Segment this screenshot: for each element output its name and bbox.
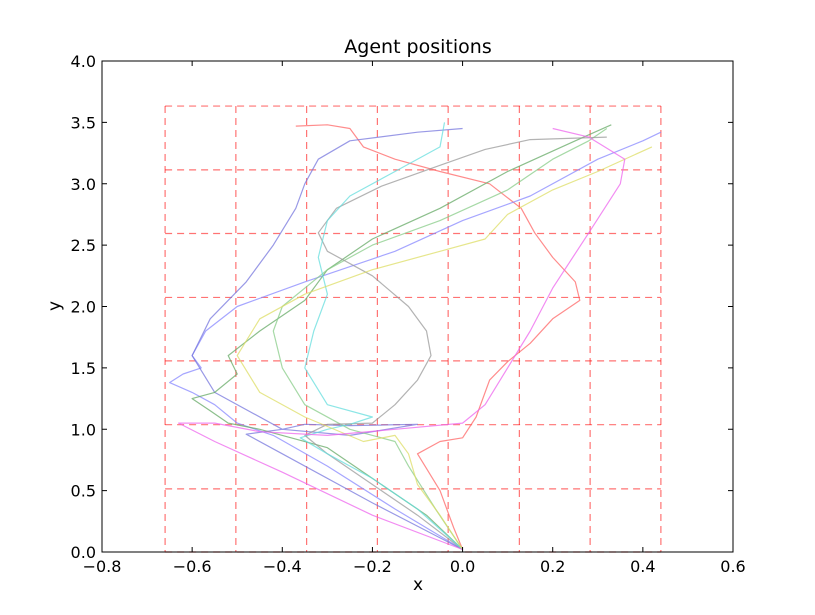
y-tick-label: 1.0	[71, 420, 96, 439]
y-tick-label: 3.0	[71, 175, 96, 194]
x-axis: −0.8 −0.6 −0.4 −0.2 0.0 0.2 0.4 0.6	[83, 61, 746, 576]
series-line-2	[169, 131, 662, 551]
y-tick-label: 1.5	[71, 359, 96, 378]
y-axis: 0.0 0.5 1.0 1.5 2.0 2.5 3.0 3.5 4.0	[71, 52, 733, 562]
x-tick-label: 0.4	[630, 557, 655, 576]
series-line-8	[236, 146, 653, 550]
series-line-5	[272, 128, 608, 550]
x-tick-label: 0.2	[540, 557, 565, 576]
series-line-4	[191, 124, 612, 550]
y-axis-label: y	[45, 301, 65, 311]
y-tick-label: 2.0	[71, 298, 96, 317]
chart-title: Agent positions	[344, 36, 491, 58]
series-line-1	[295, 124, 581, 550]
x-tick-label: −0.2	[353, 557, 392, 576]
series-line-6	[304, 136, 607, 550]
x-tick-label: 0.0	[450, 557, 475, 576]
y-tick-label: 3.5	[71, 113, 96, 132]
x-tick-label: 0.6	[720, 557, 745, 576]
x-tick-label: −0.8	[83, 557, 122, 576]
y-tick-label: 4.0	[71, 52, 96, 71]
series-line-7	[299, 122, 464, 550]
y-tick-label: 0.0	[71, 543, 96, 562]
series-layer	[169, 122, 662, 551]
x-axis-label: x	[413, 575, 423, 595]
y-tick-label: 2.5	[71, 236, 96, 255]
x-tick-label: −0.4	[263, 557, 302, 576]
y-tick-label: 0.5	[71, 482, 96, 501]
x-tick-label: −0.6	[173, 557, 212, 576]
series-line-9	[178, 127, 626, 551]
